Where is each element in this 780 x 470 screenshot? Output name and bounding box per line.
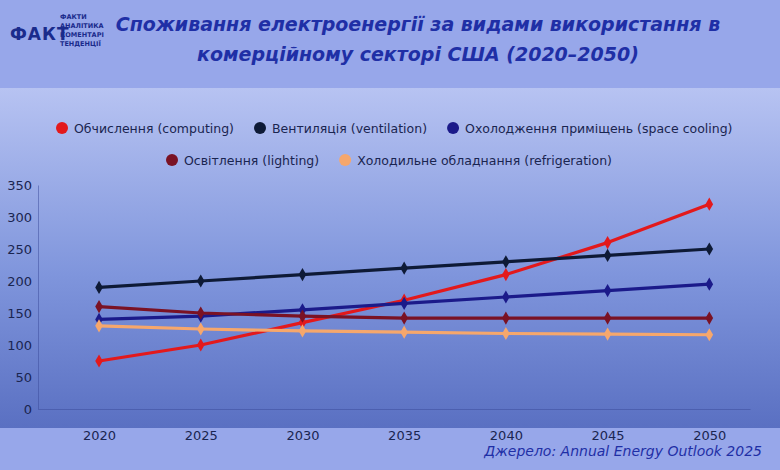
- title: Споживання електроенергії за видами вико…: [116, 13, 720, 35]
- y-tick-label: 350: [7, 178, 32, 193]
- x-tick: 2025: [185, 409, 218, 443]
- x-tick-label: 2035: [388, 428, 421, 443]
- legend-label: Охолодження приміщень (space cooling): [465, 121, 732, 136]
- legend-swatch: [339, 154, 351, 166]
- series-marker: [400, 312, 408, 325]
- series-marker: [502, 312, 510, 325]
- series-marker: [197, 306, 205, 319]
- legend-item: Освітлення (lighting): [166, 153, 319, 168]
- legend-item: Холодильне обладнання (refrigeration): [339, 153, 612, 168]
- series-marker: [706, 312, 714, 325]
- x-tick: 2030: [286, 409, 319, 443]
- legend-item: Вентиляція (ventilation): [254, 121, 427, 136]
- series-marker: [604, 236, 612, 249]
- series-line: [99, 204, 709, 361]
- legend-label: Освітлення (lighting): [184, 153, 319, 168]
- series-marker: [604, 312, 612, 325]
- series-marker: [502, 327, 510, 340]
- title: комерційному секторі США (2020–2050): [197, 43, 639, 65]
- y-tick: 300: [7, 210, 38, 225]
- x-tick-label: 2025: [185, 428, 218, 443]
- legend-item: Охолодження приміщень (space cooling): [447, 121, 732, 136]
- y-tick-label: 50: [15, 370, 32, 385]
- y-tick: 200: [7, 274, 38, 289]
- y-axis-line: [38, 186, 39, 410]
- legend-swatch: [56, 122, 68, 134]
- logo-tagline: АНАЛІТИКА: [60, 22, 104, 30]
- series-marker: [95, 319, 103, 332]
- series-line: [99, 249, 709, 287]
- y-tick-label: 250: [7, 242, 32, 257]
- y-tick-label: 200: [7, 274, 32, 289]
- x-tick-label: 2050: [693, 428, 726, 443]
- y-tick: 50: [15, 370, 38, 385]
- series-marker: [299, 310, 307, 323]
- x-tick: 2040: [490, 409, 523, 443]
- y-tick: 100: [7, 338, 38, 353]
- legend-swatch: [166, 154, 178, 166]
- x-axis-line: [39, 409, 751, 410]
- x-tick: 2020: [83, 409, 116, 443]
- series-marker: [400, 262, 408, 275]
- plot-area: [95, 198, 713, 368]
- series-marker: [706, 198, 714, 211]
- series-marker: [197, 274, 205, 287]
- legend-label: Обчислення (computing): [74, 121, 234, 136]
- source: Джерело: Annual Energy Outlook 2025: [483, 443, 762, 459]
- logo-tagline: ТЕНДЕНЦІЇ: [60, 39, 101, 48]
- x-tick: 2035: [388, 409, 421, 443]
- y-tick: 150: [7, 306, 38, 321]
- series-marker: [299, 324, 307, 337]
- series-marker: [502, 290, 510, 303]
- series-marker: [400, 297, 408, 310]
- background: [0, 0, 780, 470]
- series-marker: [197, 322, 205, 335]
- series-marker: [400, 326, 408, 339]
- series-marker: [95, 354, 103, 367]
- series-marker: [604, 284, 612, 297]
- x-tick-label: 2040: [490, 428, 523, 443]
- series-marker: [706, 278, 714, 291]
- legend-label: Холодильне обладнання (refrigeration): [357, 153, 612, 168]
- logo-tagline: КОМЕНТАРІ: [60, 31, 104, 39]
- legend-swatch: [254, 122, 266, 134]
- y-tick-label: 0: [24, 402, 32, 417]
- y-tick: 350: [7, 178, 38, 193]
- series-marker: [706, 242, 714, 255]
- y-tick-label: 300: [7, 210, 32, 225]
- legend-label: Вентиляція (ventilation): [272, 121, 427, 136]
- series-marker: [502, 255, 510, 268]
- x-tick-label: 2030: [286, 428, 319, 443]
- series-marker: [299, 268, 307, 281]
- series-marker: [604, 328, 612, 341]
- x-axis: 2020 2025 2030 2035 2040 2045 2050: [39, 409, 751, 443]
- y-tick-label: 150: [7, 306, 32, 321]
- series-marker: [502, 268, 510, 281]
- x-tick: 2045: [592, 409, 625, 443]
- series-marker: [604, 249, 612, 262]
- y-tick-label: 100: [7, 338, 32, 353]
- logo: ФАКТФАКТИАНАЛІТИКАКОМЕНТАРІТЕНДЕНЦІЇ: [10, 13, 104, 48]
- y-tick: 0: [24, 402, 38, 417]
- series-marker: [197, 338, 205, 351]
- series-marker: [95, 300, 103, 313]
- series-marker: [706, 328, 714, 341]
- series-marker: [95, 281, 103, 294]
- legend: Обчислення (computing) Вентиляція (ventil…: [56, 121, 732, 168]
- legend-item: Обчислення (computing): [56, 121, 234, 136]
- logo-tagline: ФАКТИ: [60, 13, 87, 21]
- x-tick-label: 2045: [592, 428, 625, 443]
- legend-swatch: [447, 122, 459, 134]
- y-axis: 0 50 100 150 200 250 300 350: [7, 178, 38, 417]
- y-tick: 250: [7, 242, 38, 257]
- plot-background: [0, 88, 780, 428]
- chart: ФАКТФАКТИАНАЛІТИКАКОМЕНТАРІТЕНДЕНЦІЇ Спож…: [0, 0, 780, 470]
- x-tick-label: 2020: [83, 428, 116, 443]
- x-tick: 2050: [693, 409, 726, 443]
